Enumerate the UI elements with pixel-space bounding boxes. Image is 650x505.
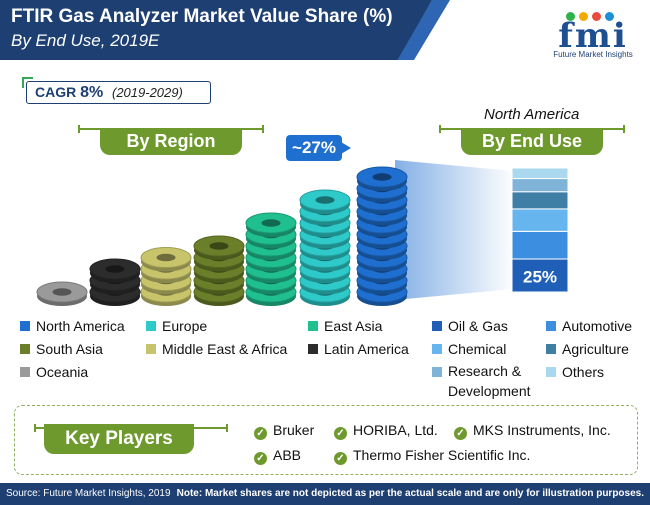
logo-subtext: Future Market Insights xyxy=(553,50,633,59)
legend-region-label: North America xyxy=(36,318,125,334)
legend-region-swatch xyxy=(146,321,156,331)
legend-region-swatch xyxy=(20,344,30,354)
enduse-segment-5 xyxy=(511,167,569,180)
ring-1-2-hole xyxy=(105,265,125,273)
enduse-segment-4 xyxy=(511,178,569,193)
check-icon: ✓ xyxy=(254,452,267,465)
chart-title: FTIR Gas Analyzer Market Value Share (%) xyxy=(11,6,393,27)
legend-enduse-label: Automotive xyxy=(562,318,633,334)
legend-region-item-2: East Asia xyxy=(308,318,382,334)
enduse-data-label-0: 25% xyxy=(523,268,557,287)
cagr-label: CAGR 8% xyxy=(35,84,104,101)
legend-enduse-swatch xyxy=(432,321,442,331)
key-players-heading: Key Players xyxy=(44,424,194,454)
enduse-segment-0 xyxy=(511,258,569,293)
enduse-heading: By End Use xyxy=(461,128,603,155)
key-player-3: ✓ ABB xyxy=(254,447,301,465)
legend-region-label: Oceania xyxy=(36,364,89,380)
legend-enduse-swatch xyxy=(432,367,442,377)
legend-region-label: Europe xyxy=(162,318,208,334)
footer-source: Source: Future Market Insights, 2019 xyxy=(6,488,171,499)
ring-2-3-hole xyxy=(156,253,176,262)
ring-6-10-hole xyxy=(372,173,392,181)
check-icon: ✓ xyxy=(334,452,347,465)
legend-enduse-label: Agriculture xyxy=(562,341,629,357)
key-player-name: ABB xyxy=(273,447,302,463)
legend-enduse-label: Chemical xyxy=(448,341,507,357)
logo-text: fmi xyxy=(558,16,628,56)
legend-region-label: East Asia xyxy=(324,318,383,334)
legend-enduse-label: Others xyxy=(562,364,605,380)
legend-region-item-4: Middle East & Africa xyxy=(146,341,287,357)
check-icon: ✓ xyxy=(334,427,347,440)
legend-region-swatch xyxy=(20,321,30,331)
enduse-segment-2 xyxy=(511,208,569,232)
region-chart-svg: 25% xyxy=(36,166,569,306)
legend-enduse-item-5: Others xyxy=(546,364,604,380)
fmi-logo: fmi Future Market Insights xyxy=(540,6,646,62)
ring-3-4-hole xyxy=(209,242,229,250)
cagr-value: 8% xyxy=(80,84,104,101)
legend-region-swatch xyxy=(146,344,156,354)
legend-region-label: Latin America xyxy=(324,341,409,357)
legend-region-swatch xyxy=(20,367,30,377)
legend-region-label: Middle East & Africa xyxy=(162,341,288,357)
key-player-name: Thermo Fisher Scientific Inc. xyxy=(353,447,531,463)
footer-note: Note: Market shares are not depicted as … xyxy=(176,488,644,499)
legend-region-swatch xyxy=(308,344,318,354)
region-heading: By Region xyxy=(100,128,242,155)
key-player-name: Bruker xyxy=(273,422,315,438)
title-band xyxy=(0,0,432,60)
legend-region-item-3: South Asia xyxy=(20,341,103,357)
enduse-region-label: North America xyxy=(484,106,580,123)
key-player-2: ✓ MKS Instruments, Inc. xyxy=(454,422,611,440)
ring-0-0-hole xyxy=(52,288,72,296)
legend-enduse-item-3: Agriculture xyxy=(546,341,629,357)
legend-enduse-swatch xyxy=(546,344,556,354)
key-player-0: ✓ Bruker xyxy=(254,422,314,440)
check-icon: ✓ xyxy=(454,427,467,440)
legend-enduse-label: Research & Development xyxy=(448,363,531,399)
legend-region-swatch xyxy=(308,321,318,331)
cagr-box: CAGR 8% (2019-2029) xyxy=(22,77,211,104)
legend-region-label: South Asia xyxy=(36,341,103,357)
legend-enduse-swatch xyxy=(432,344,442,354)
key-players-box xyxy=(14,405,638,475)
legend-region-item-5: Latin America xyxy=(308,341,409,357)
footer: Source: Future Market Insights, 2019 Not… xyxy=(0,483,650,505)
key-player-name: MKS Instruments, Inc. xyxy=(473,422,611,438)
header: FTIR Gas Analyzer Market Value Share (%)… xyxy=(0,0,650,62)
callout-badge: ~27% xyxy=(286,135,351,161)
key-player-1: ✓ HORIBA, Ltd. xyxy=(334,422,438,440)
legend-region-item-1: Europe xyxy=(146,318,207,334)
legend-region-item-6: Oceania xyxy=(20,364,88,380)
legend-enduse-swatch xyxy=(546,321,556,331)
legend-enduse-item-0: Oil & Gas xyxy=(432,318,508,334)
logo-icons xyxy=(566,8,626,21)
highlight-beam xyxy=(395,160,515,300)
key-player-name: HORIBA, Ltd. xyxy=(353,422,438,438)
chart-subtitle: By End Use, 2019E xyxy=(11,31,160,50)
check-icon: ✓ xyxy=(254,427,267,440)
ring-4-6-hole xyxy=(261,219,281,227)
legend-enduse-item-4: Research & Development xyxy=(432,363,531,401)
legend-enduse-swatch xyxy=(546,367,556,377)
enduse-segment-3 xyxy=(511,191,569,210)
cagr-period: (2019-2029) xyxy=(112,85,183,100)
enduse-segment-1 xyxy=(511,230,569,260)
legend-region-item-0: North America xyxy=(20,318,125,334)
key-player-4: ✓ Thermo Fisher Scientific Inc. xyxy=(334,447,530,465)
legend-enduse-item-2: Chemical xyxy=(432,341,506,357)
legend-enduse-item-1: Automotive xyxy=(546,318,632,334)
ring-5-8-hole xyxy=(315,196,335,204)
legend-enduse-label: Oil & Gas xyxy=(448,318,508,334)
